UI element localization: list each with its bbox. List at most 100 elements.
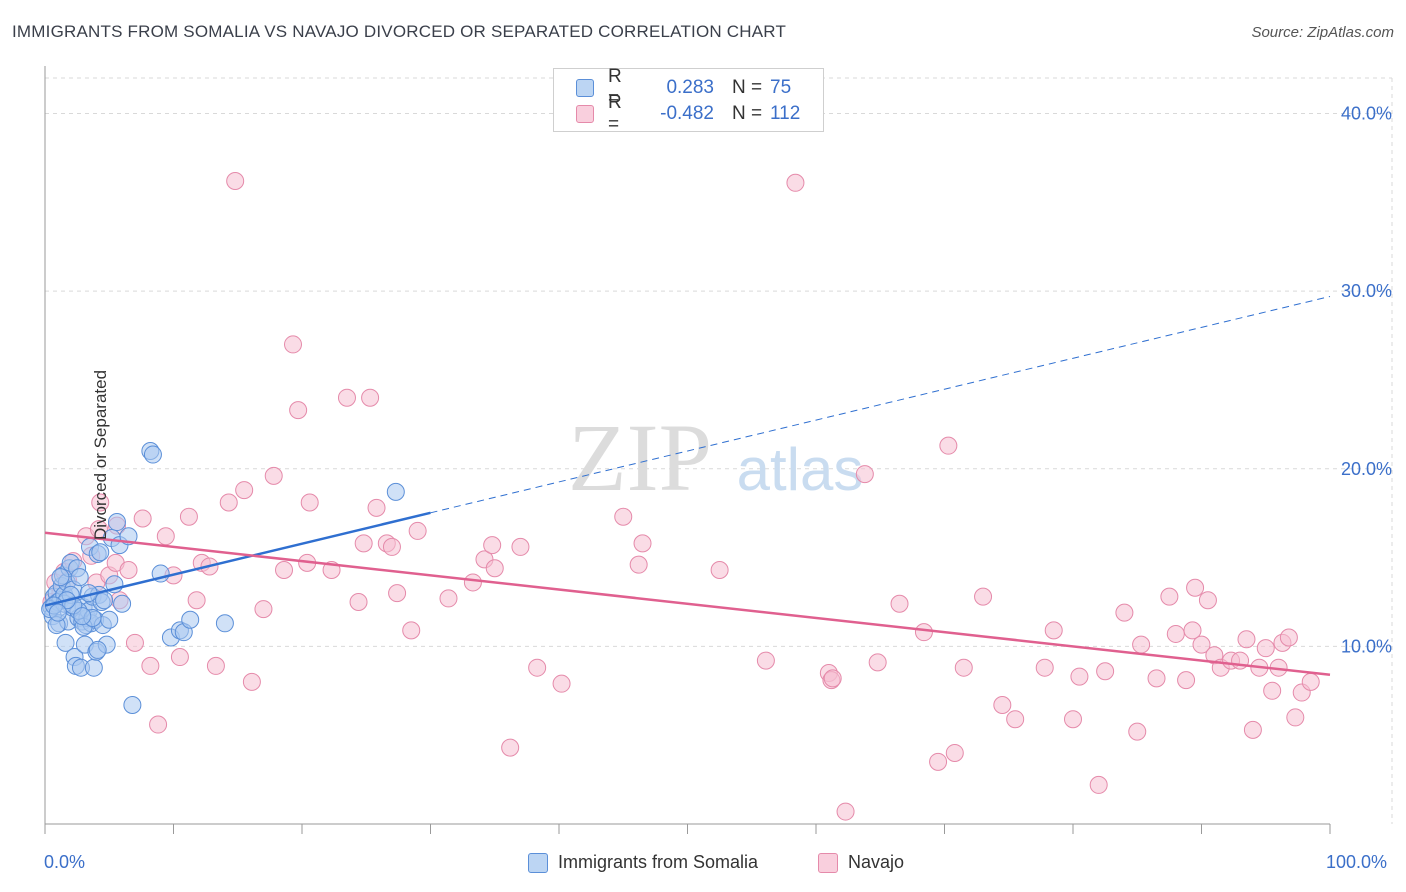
- y-tick-label: 40.0%: [1341, 104, 1392, 124]
- navajo-point: [170, 648, 189, 667]
- navajo-point: [275, 561, 294, 580]
- navajo-point: [149, 715, 168, 734]
- navajo-point: [179, 507, 198, 526]
- navajo-point: [119, 561, 138, 580]
- navajo-point: [187, 591, 206, 610]
- y-tick-label: 20.0%: [1341, 459, 1392, 479]
- navajo-point: [361, 388, 380, 407]
- series-swatch-pink: [818, 852, 838, 873]
- chart-title: IMMIGRANTS FROM SOMALIA VS NAVAJO DIVORC…: [12, 22, 787, 41]
- navajo-point: [219, 493, 238, 512]
- navajo-point: [954, 658, 973, 677]
- navajo-point: [868, 653, 887, 672]
- navajo-point: [823, 669, 842, 688]
- somalia-point: [215, 614, 234, 633]
- navajo-point: [289, 401, 308, 420]
- navajo-point: [141, 656, 160, 675]
- somalia-point: [113, 594, 132, 613]
- navajo-point: [1070, 667, 1089, 686]
- navajo-point: [1160, 587, 1179, 606]
- legend-r-label: R =: [608, 92, 622, 135]
- navajo-point: [382, 537, 401, 556]
- navajo-point: [552, 674, 571, 693]
- navajo-point: [235, 481, 254, 500]
- navajo-point: [1096, 662, 1115, 681]
- navajo-point: [264, 466, 283, 485]
- navajo-point: [483, 536, 502, 555]
- legend-n-label: N =: [732, 77, 763, 98]
- series-swatch-blue: [528, 852, 548, 873]
- somalia-point: [91, 543, 110, 562]
- somalia-point: [51, 568, 70, 587]
- navajo-point: [993, 695, 1012, 714]
- navajo-point: [1186, 578, 1205, 597]
- watermark-zip: ZIP: [568, 404, 712, 511]
- navajo-point: [629, 555, 648, 574]
- somalia-points: [41, 442, 405, 714]
- navajo-point: [1183, 621, 1202, 640]
- legend-swatch-pink: [576, 105, 594, 123]
- navajo-point: [156, 527, 175, 546]
- navajo-point: [402, 621, 421, 640]
- navajo-point: [463, 573, 482, 592]
- navajo-point: [133, 509, 152, 528]
- navajo-trend-line: [44, 531, 1331, 677]
- navajo-point: [242, 672, 261, 691]
- somalia-point: [95, 591, 114, 610]
- somalia-point: [107, 513, 126, 532]
- navajo-point: [1132, 635, 1151, 654]
- navajo-point: [939, 436, 958, 455]
- navajo-point: [300, 493, 319, 512]
- legend-n-value: 75: [770, 77, 792, 98]
- legend-n-value: 112: [770, 103, 801, 124]
- navajo-point: [1064, 710, 1082, 729]
- navajo-point: [1243, 720, 1262, 739]
- legend-r-value: 0.283: [666, 77, 714, 98]
- legend-r-value: -0.482: [660, 103, 714, 124]
- navajo-point: [91, 493, 110, 512]
- navajo-point: [511, 537, 530, 556]
- navajo-point: [1044, 621, 1063, 640]
- series-label-somalia: Immigrants from Somalia: [558, 852, 759, 872]
- watermark-atlas: atlas: [737, 436, 864, 503]
- somalia-trend-line: [44, 511, 431, 607]
- navajo-point: [1115, 603, 1134, 622]
- navajo-point: [408, 521, 427, 540]
- navajo-point: [1256, 639, 1275, 658]
- legend-row-navajo: R = -0.482 N = 112: [576, 92, 801, 135]
- navajo-point: [1035, 658, 1054, 677]
- navajo-point: [1192, 635, 1211, 654]
- navajo-point: [388, 584, 407, 603]
- navajo-point: [1301, 672, 1320, 691]
- navajo-point: [1198, 591, 1217, 610]
- y-tick-label: 10.0%: [1341, 636, 1392, 656]
- somalia-point: [181, 610, 200, 629]
- navajo-point: [367, 498, 386, 517]
- navajo-point: [633, 534, 652, 553]
- x-tick-max: 100.0%: [1326, 852, 1388, 872]
- somalia-point: [386, 482, 405, 501]
- axes: [44, 66, 1331, 834]
- navajo-point: [786, 173, 805, 192]
- trend-lines: [44, 295, 1331, 677]
- navajo-point: [756, 651, 775, 670]
- navajo-point: [528, 658, 547, 677]
- navajo-point: [485, 559, 504, 578]
- legend-n-label: N =: [732, 103, 763, 124]
- navajo-point: [1166, 624, 1185, 643]
- navajo-point: [354, 534, 373, 553]
- somalia-point: [143, 445, 162, 464]
- navajo-point: [929, 752, 948, 771]
- navajo-point: [1263, 681, 1282, 700]
- legend-row-somalia: R = 0.283 N = 75: [576, 66, 792, 109]
- legend-swatch-blue: [576, 79, 594, 97]
- navajo-point: [1279, 628, 1298, 647]
- navajo-point: [1177, 671, 1196, 690]
- navajo-point: [945, 743, 964, 762]
- navajo-point: [1128, 722, 1147, 741]
- y-tick-label: 30.0%: [1341, 281, 1392, 301]
- somalia-trend-extension: [430, 295, 1331, 514]
- legend-r-label: R =: [608, 66, 622, 109]
- navajo-point: [1237, 630, 1256, 649]
